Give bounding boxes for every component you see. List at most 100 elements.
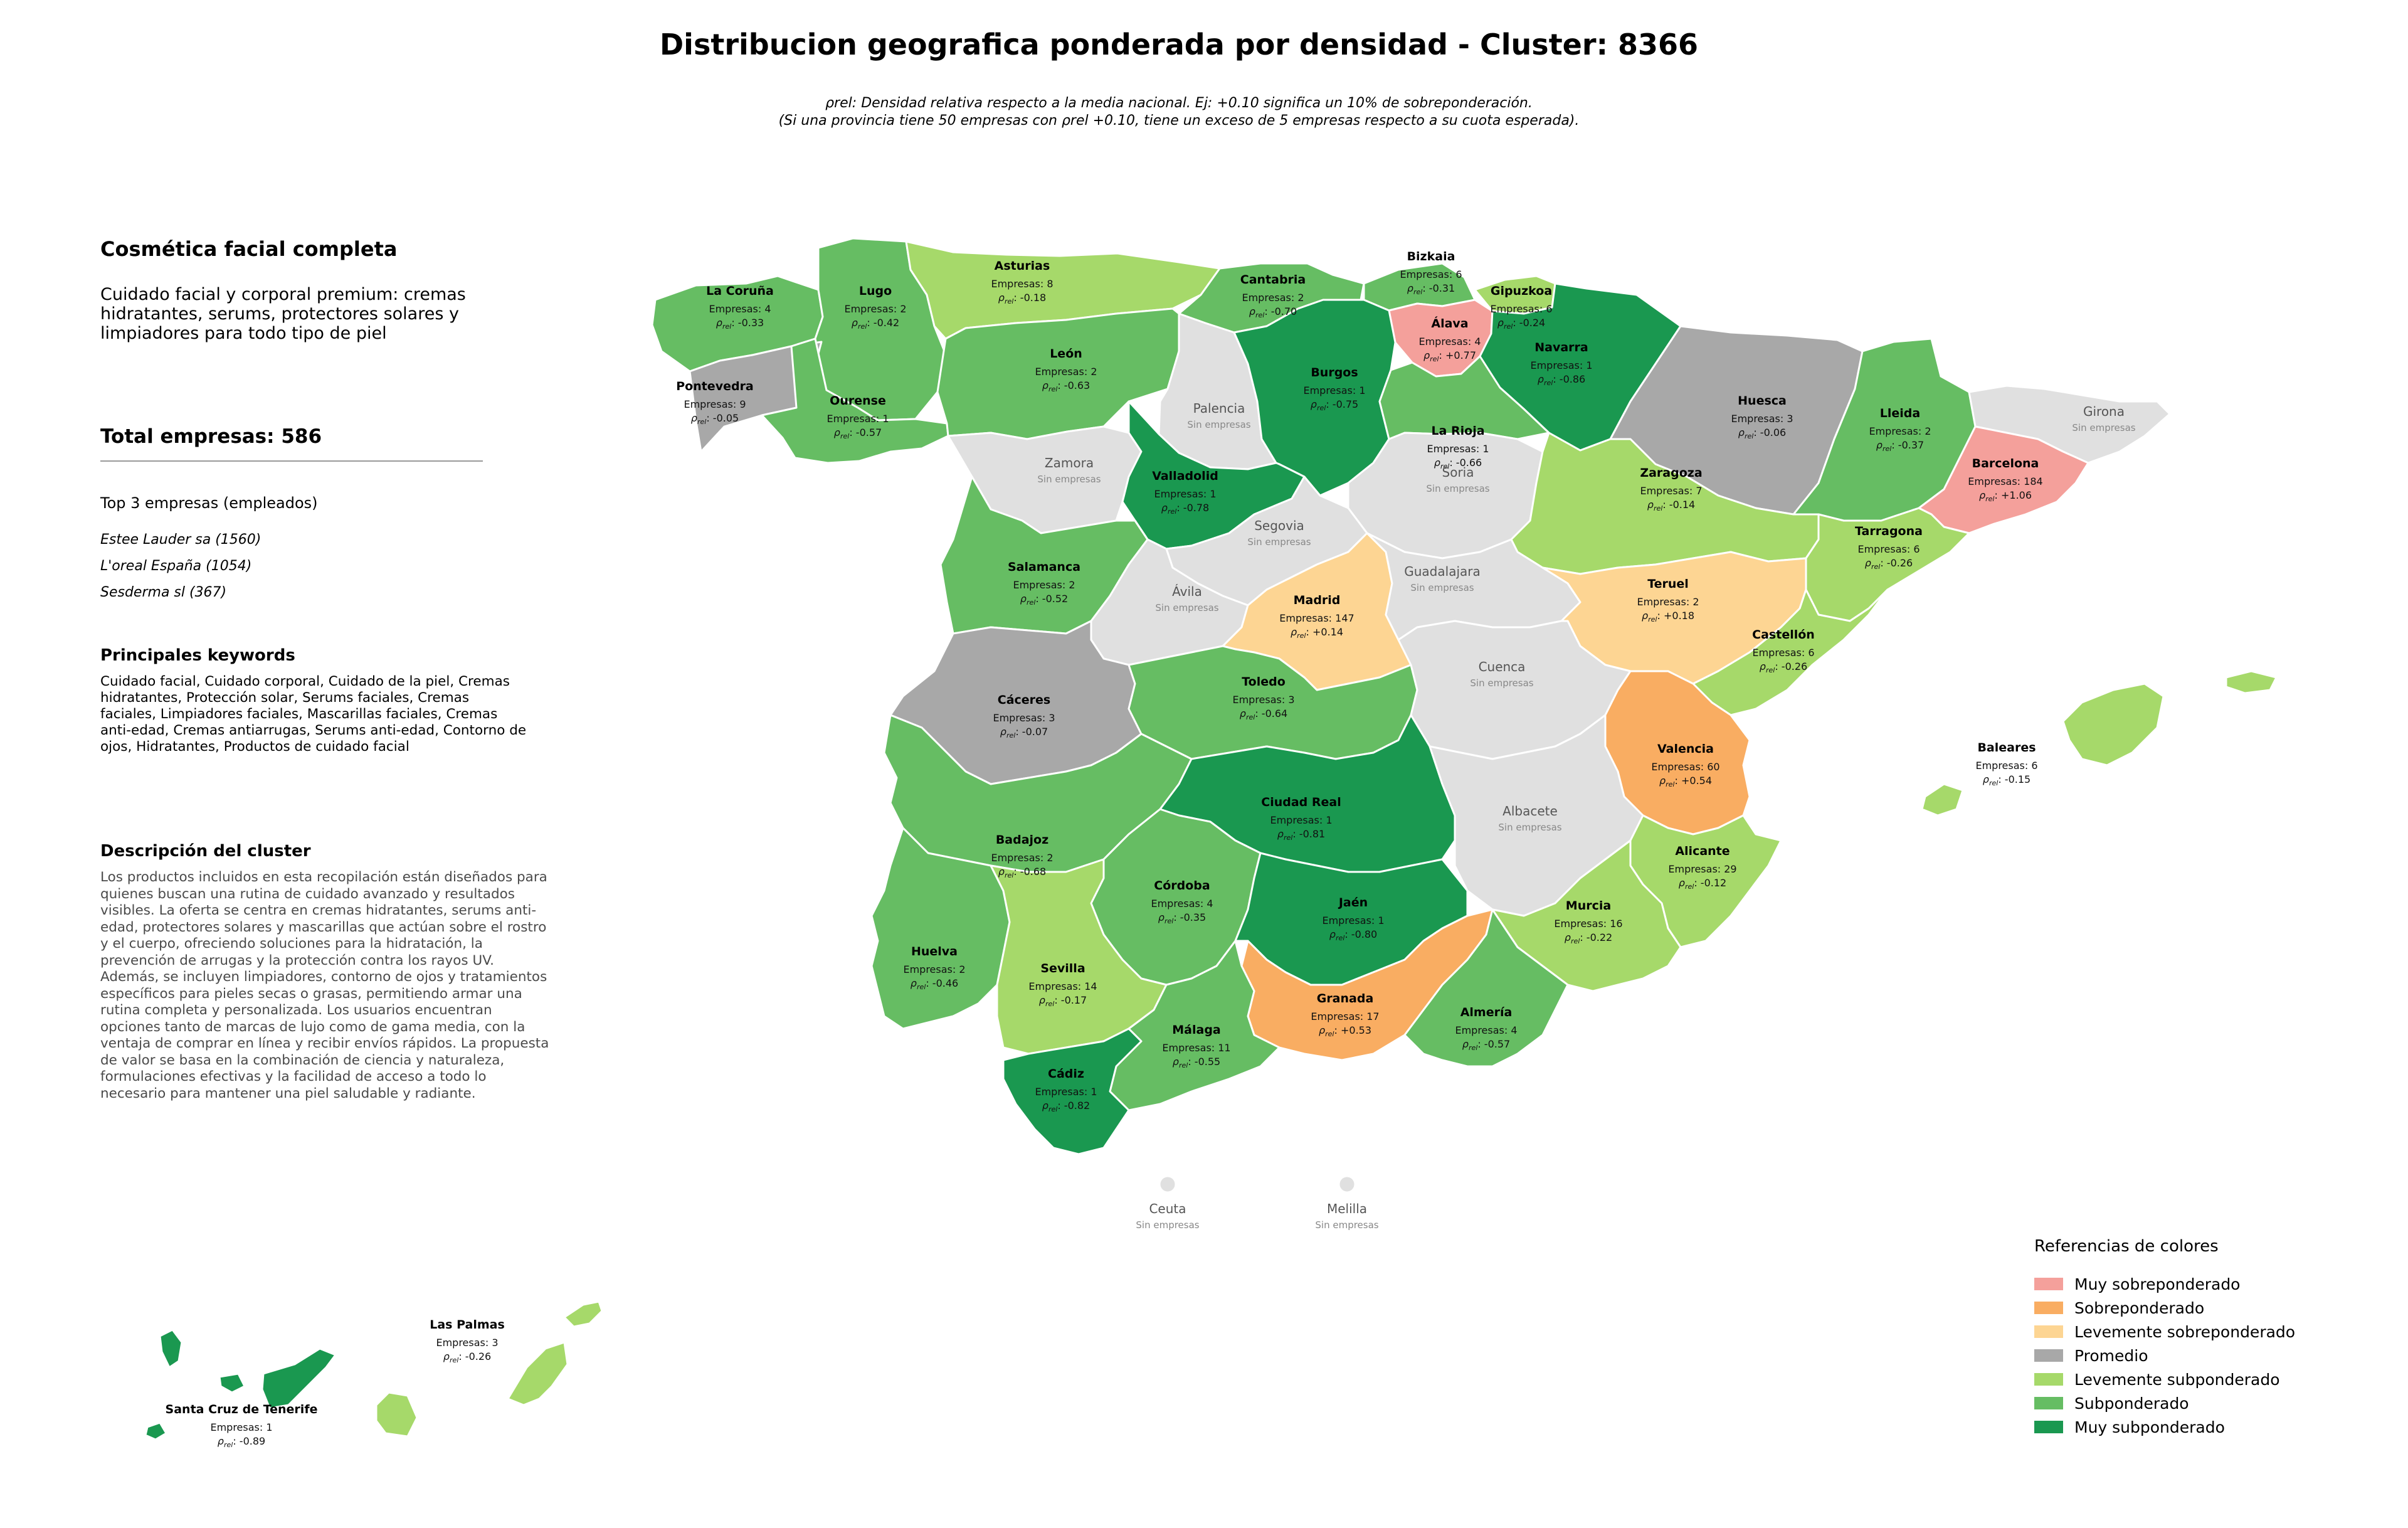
province-name-lugo: Lugo [859,284,892,298]
province-name-burgos: Burgos [1311,366,1358,379]
province-count-caceres: Empresas: 3 [993,712,1055,724]
province-name-alava: Álava [1431,316,1468,331]
province-rho-almeria: ρrel: -0.57 [1462,1038,1510,1052]
province-rho-gipuzkoa: ρrel: -0.24 [1497,317,1545,331]
divider [100,460,483,462]
province-name-cordoba: Córdoba [1154,879,1210,893]
province-count-alava: Empresas: 4 [1418,336,1481,348]
province-count-valladolid: Empresas: 1 [1154,488,1216,500]
province-none-segovia: Sin empresas [1247,536,1311,548]
province-count-ciudad-real: Empresas: 1 [1270,814,1332,826]
province-name-la-coruna: La Coruña [706,284,774,298]
province-name-ourense: Ourense [830,394,886,408]
province-name-alicante: Alicante [1675,844,1729,858]
province-count-valencia: Empresas: 60 [1651,761,1719,773]
province-name-lleida: Lleida [1880,406,1920,420]
province-rho-bizkaia: ρrel: -0.31 [1407,282,1455,296]
legend-swatch [2034,1325,2063,1338]
province-name-soria: Soria [1442,465,1474,480]
color-legend: Referencias de colores Muy sobreponderad… [2034,1237,2385,1439]
province-name-palencia: Palencia [1193,401,1245,416]
province-none-soria: Sin empresas [1426,483,1489,494]
province-santa-cruz-de-tenerife [144,1329,337,1441]
legend-swatch [2034,1349,2063,1362]
subtitle-line-1: ρrel: Densidad relativa respecto a la me… [825,95,1533,111]
province-count-zaragoza: Empresas: 7 [1640,485,1702,497]
province-rho-huelva: ρrel: -0.46 [911,977,958,991]
province-name-cantabria: Cantabria [1240,273,1306,287]
legend-item-muy-sobreponderado: Muy sobreponderado [2034,1272,2385,1296]
province-rho-castellon: ρrel: -0.26 [1760,661,1807,674]
province-name-bizkaia: Bizkaia [1407,250,1455,263]
province-rho-baleares: ρrel: -0.15 [1983,773,2030,787]
province-count-teruel: Empresas: 2 [1637,596,1699,608]
province-rho-la-rioja: ρrel: -0.66 [1434,457,1482,470]
province-count-murcia: Empresas: 16 [1554,918,1622,930]
province-count-gipuzkoa: Empresas: 6 [1490,303,1552,315]
province-count-granada: Empresas: 17 [1311,1011,1379,1022]
province-count-cadiz: Empresas: 1 [1035,1086,1097,1098]
total-companies: Total empresas: 586 [100,425,322,448]
province-none-avila: Sin empresas [1155,602,1218,613]
top-company-2: L'oreal España (1054) [100,558,252,574]
province-count-huesca: Empresas: 3 [1731,413,1793,425]
top-company-1: Estee Lauder sa (1560) [100,532,261,548]
province-name-huesca: Huesca [1738,394,1787,408]
province-count-toledo: Empresas: 3 [1232,694,1294,706]
province-count-tarragona: Empresas: 6 [1857,543,1920,555]
province-none-zamora: Sin empresas [1037,474,1101,485]
province-name-navarra: Navarra [1534,341,1588,354]
province-name-cadiz: Cádiz [1048,1067,1084,1081]
province-count-ourense: Empresas: 1 [826,413,889,425]
province-rho-valencia: ρrel: +0.54 [1659,775,1712,788]
legend-item-levemente-subponderado: Levemente subponderado [2034,1367,2385,1391]
province-rho-cadiz: ρrel: -0.82 [1042,1100,1090,1113]
province-name-ceuta: Ceuta [1149,1201,1186,1216]
province-rho-lleida: ρrel: -0.37 [1876,439,1924,453]
province-none-melilla: Sin empresas [1315,1219,1378,1231]
province-rho-barcelona: ρrel: +1.06 [1979,489,2032,503]
province-name-valencia: Valencia [1657,742,1714,756]
province-count-navarra: Empresas: 1 [1530,359,1592,371]
province-rho-sevilla: ρrel: -0.17 [1039,994,1087,1008]
province-count-madrid: Empresas: 147 [1279,612,1354,624]
province-rho-huesca: ρrel: -0.06 [1738,427,1786,440]
province-rho-caceres: ρrel: -0.07 [1000,726,1048,740]
province-rho-ciudad-real: ρrel: -0.81 [1277,828,1325,842]
province-none-palencia: Sin empresas [1187,419,1250,430]
legend-label: Muy sobreponderado [2074,1275,2241,1293]
province-rho-tarragona: ρrel: -0.26 [1865,557,1913,571]
legend-item-promedio: Promedio [2034,1344,2385,1367]
province-count-santa-cruz-de-tenerife: Empresas: 1 [210,1421,272,1433]
keywords-text: Cuidado facial, Cuidado corporal, Cuidad… [100,674,527,755]
province-name-malaga: Málaga [1172,1023,1220,1037]
province-labels: La Coruña Empresas: 4 ρrel: -0.33 Lugo Empre… [166,250,2136,1449]
province-rho-navarra: ρrel: -0.86 [1538,373,1585,387]
province-rho-murcia: ρrel: -0.22 [1565,931,1612,945]
province-rho-zaragoza: ρrel: -0.14 [1647,499,1695,512]
province-count-lleida: Empresas: 2 [1869,425,1931,437]
province-name-ciudad-real: Ciudad Real [1261,795,1341,809]
province-name-las-palmas: Las Palmas [430,1318,505,1332]
province-count-bizkaia: Empresas: 6 [1400,268,1462,280]
keywords-heading: Principales keywords [100,646,295,665]
legend-label: Levemente sobreponderado [2074,1322,2296,1341]
province-rho-salamanca: ρrel: -0.52 [1020,593,1068,607]
province-count-salamanca: Empresas: 2 [1013,579,1075,591]
province-name-valladolid: Valladolid [1152,469,1218,483]
province-name-segovia: Segovia [1254,518,1304,533]
province-name-sevilla: Sevilla [1040,962,1085,975]
province-name-salamanca: Salamanca [1008,560,1080,574]
province-rho-toledo: ρrel: -0.64 [1240,708,1287,721]
province-name-pontevedra: Pontevedra [676,379,754,393]
province-name-murcia: Murcia [1566,899,1611,913]
province-rho-madrid: ρrel: +0.14 [1291,626,1343,640]
province-name-almeria: Almería [1460,1005,1513,1019]
top-companies-heading: Top 3 empresas (empleados) [100,494,318,512]
province-almeria [1403,908,1569,1068]
province-rho-jaen: ρrel: -0.80 [1329,928,1377,942]
legend-swatch [2034,1302,2063,1314]
province-count-baleares: Empresas: 6 [1975,760,2037,772]
province-count-barcelona: Empresas: 184 [1968,475,2042,487]
